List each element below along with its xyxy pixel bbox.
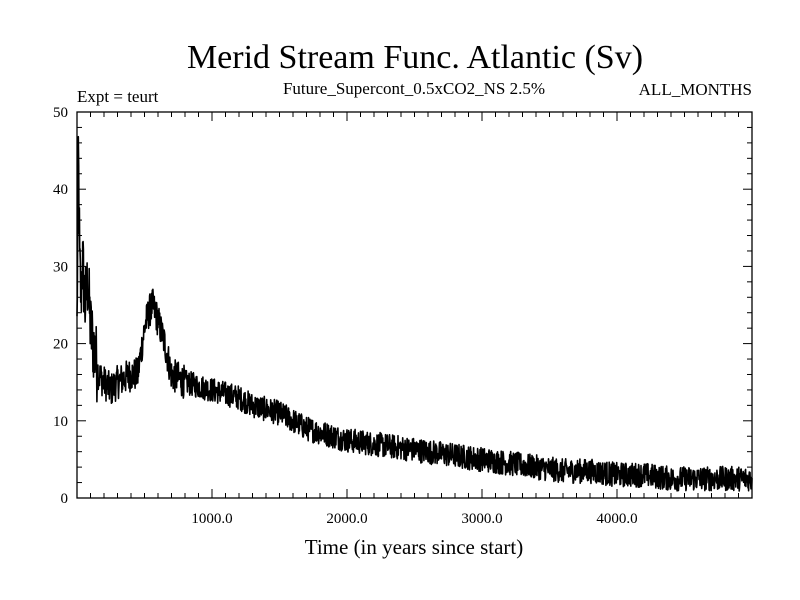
series-line	[76, 135, 753, 492]
axis-ticks	[76, 111, 753, 499]
experiment-label: Expt = teurt	[77, 87, 159, 106]
y-tick-label: 50	[53, 105, 68, 121]
x-axis-label: Time (in years since start)	[305, 535, 524, 559]
run-label: Future_Supercont_0.5xCO2_NS 2.5%	[283, 79, 545, 98]
months-label: ALL_MONTHS	[639, 80, 752, 99]
y-tick-label: 10	[53, 414, 68, 430]
x-tick-label: 2000.0	[326, 511, 367, 527]
x-tick-labels: 1000.0 2000.0 3000.0 4000.0	[191, 511, 637, 527]
y-tick-label: 0	[61, 491, 69, 507]
x-tick-label: 1000.0	[191, 511, 232, 527]
y-tick-label: 20	[53, 337, 68, 353]
x-tick-label: 3000.0	[461, 511, 502, 527]
chart-title: Merid Stream Func. Atlantic (Sv)	[187, 39, 643, 76]
x-tick-label: 4000.0	[596, 511, 637, 527]
y-tick-label: 30	[53, 259, 68, 275]
plot-frame	[76, 111, 753, 499]
y-tick-label: 40	[53, 182, 68, 198]
y-tick-labels: 0 10 20 30 40 50	[53, 105, 68, 507]
